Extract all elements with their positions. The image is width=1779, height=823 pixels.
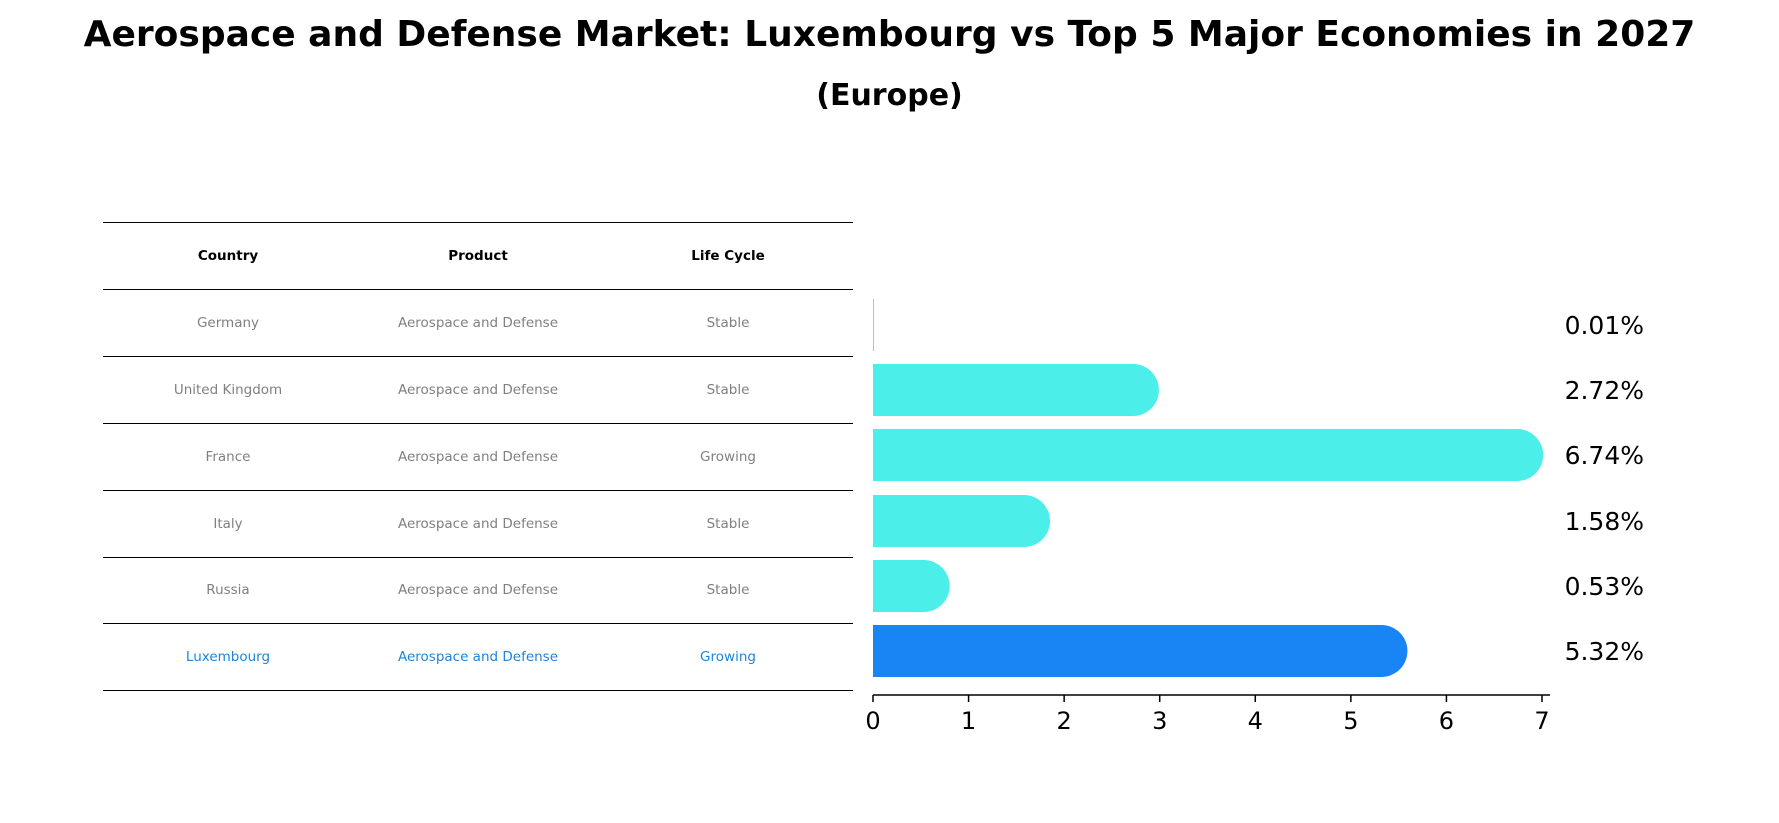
table-rule — [103, 557, 853, 558]
table-header-cell: Product — [448, 247, 508, 264]
table-cell: France — [205, 448, 251, 465]
table-cell: Germany — [196, 314, 260, 331]
x-tick-label: 7 — [1534, 707, 1549, 735]
table-cell: Aerospace and Defense — [397, 582, 559, 598]
bar — [873, 625, 1408, 677]
table-cell: Stable — [706, 314, 750, 331]
data-label: 6.74% — [1565, 441, 1644, 470]
table-cell: Aerospace and Defense — [397, 648, 559, 665]
table-cell: Stable — [706, 582, 750, 598]
table-cell: Stable — [706, 515, 750, 532]
bar — [873, 429, 1544, 481]
data-label: 1.58% — [1565, 507, 1644, 536]
table-cell: Stable — [706, 381, 750, 398]
table-cell: Growing — [700, 448, 756, 465]
bar — [873, 495, 1051, 547]
x-tick-label: 6 — [1439, 707, 1454, 735]
bar — [873, 560, 950, 612]
x-tick-label: 5 — [1343, 707, 1358, 735]
table-header-cell: Life Cycle — [691, 247, 765, 264]
table-rule — [103, 490, 853, 491]
table-rule — [103, 690, 853, 691]
table-rule — [103, 623, 853, 624]
table-header-cell: Country — [197, 247, 259, 264]
bar — [873, 299, 874, 351]
x-tick-label: 1 — [961, 707, 976, 735]
table-cell: Aerospace and Defense — [397, 448, 559, 465]
table-cell: Russia — [206, 582, 250, 598]
bar — [873, 364, 1159, 416]
table-cell: Luxembourg — [185, 648, 271, 665]
data-label: 2.72% — [1565, 376, 1644, 405]
table-cell: United Kingdom — [173, 381, 283, 398]
data-label: 0.53% — [1565, 572, 1644, 601]
table-cell: Italy — [213, 515, 243, 532]
table-cell: Aerospace and Defense — [397, 515, 559, 532]
x-tick-label: 3 — [1152, 707, 1167, 735]
x-tick-label: 0 — [865, 707, 880, 735]
table-cell: Growing — [700, 648, 756, 665]
table-rule — [103, 423, 853, 424]
data-label: 0.01% — [1565, 311, 1644, 340]
table-cell: Aerospace and Defense — [397, 381, 559, 398]
x-tick-label: 2 — [1057, 707, 1072, 735]
x-tick-label: 4 — [1248, 707, 1263, 735]
data-label: 5.32% — [1565, 637, 1644, 666]
chart-title: Aerospace and Defense Market: Luxembourg… — [83, 14, 1696, 55]
table-rule — [103, 289, 853, 290]
table-rule — [103, 356, 853, 357]
table-rule — [103, 222, 853, 223]
table-cell: Aerospace and Defense — [397, 314, 559, 331]
chart-subtitle: (Europe) — [816, 78, 963, 113]
